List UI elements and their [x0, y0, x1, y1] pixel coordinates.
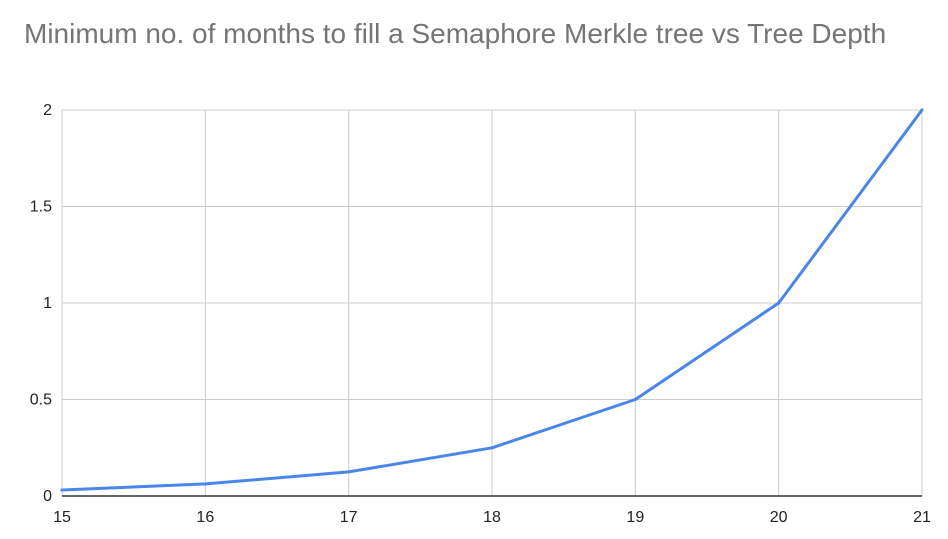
- data-point: [490, 446, 494, 450]
- x-tick-label: 18: [483, 509, 501, 526]
- y-tick-label: 0: [43, 488, 52, 505]
- series: [60, 108, 924, 492]
- gridlines: [61, 109, 923, 496]
- x-tick-label: 19: [626, 509, 644, 526]
- x-tick-label: 17: [340, 509, 358, 526]
- tick-labels: 0 0.5 1 1.5 2 15 16 17 18 19 20 21: [30, 102, 931, 526]
- y-tick-label: 0.5: [30, 392, 52, 409]
- data-point: [347, 470, 351, 474]
- data-point: [60, 488, 64, 492]
- y-tick-label: 2: [43, 102, 52, 119]
- x-tick-label: 21: [913, 509, 931, 526]
- y-tick-label: 1.5: [30, 199, 52, 216]
- data-point: [920, 108, 924, 112]
- y-tick-label: 1: [43, 295, 52, 312]
- x-tick-label: 20: [770, 509, 788, 526]
- chart-title: Minimum no. of months to fill a Semaphor…: [24, 18, 887, 49]
- data-point: [633, 398, 637, 401]
- x-tick-label: 15: [53, 509, 71, 526]
- data-point: [777, 301, 781, 305]
- x-tick-label: 16: [196, 509, 214, 526]
- data-point: [203, 482, 207, 486]
